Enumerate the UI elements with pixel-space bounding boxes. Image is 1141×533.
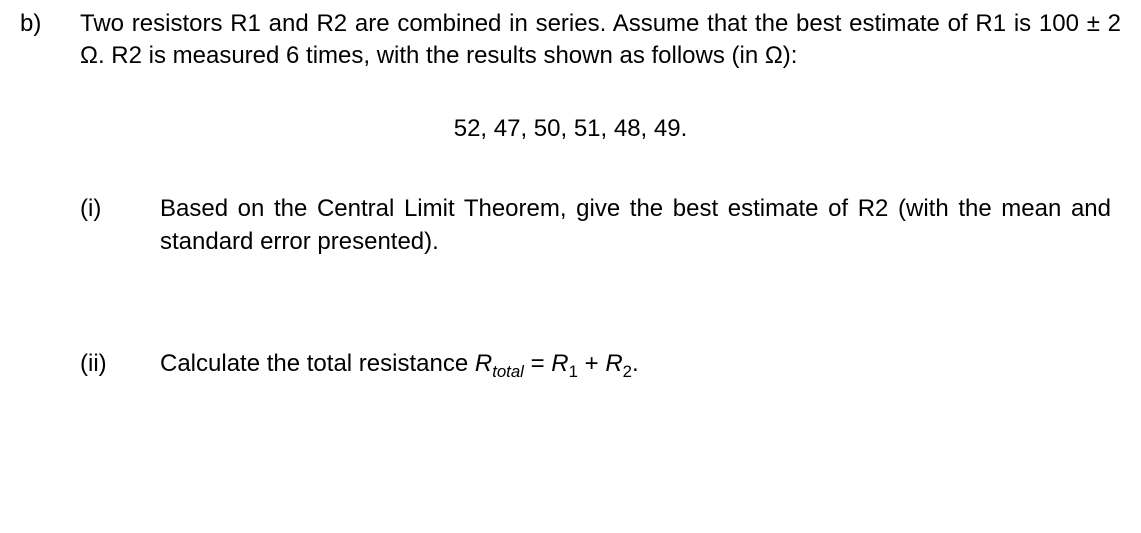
eq-end: . [632,350,639,377]
part-ii-label: (ii) [80,348,160,380]
part-i-text: Based on the Central Limit Theorem, give… [160,193,1121,258]
part-ii-prefix: Calculate the total resistance [160,350,475,377]
eq-lhs-base: R [475,350,492,377]
question-page: b) Two resistors R1 and R2 are combined … [0,0,1141,533]
part-ii-row: (ii) Calculate the total resistance Rtot… [20,348,1121,383]
eq-r2-sub: 2 [623,362,632,381]
part-i-label: (i) [80,193,160,225]
eq-mid: = [524,350,551,377]
question-b-row: b) Two resistors R1 and R2 are combined … [20,8,1121,73]
measurement-data: 52, 47, 50, 51, 48, 49. [20,113,1121,145]
eq-plus: + [578,350,605,377]
eq-r1-sub: 1 [569,362,578,381]
question-intro: Two resistors R1 and R2 are combined in … [80,8,1121,73]
eq-r1-base: R [551,350,568,377]
eq-lhs-sub: total [492,362,524,381]
question-label: b) [20,8,80,40]
part-ii-text: Calculate the total resistance Rtotal = … [160,348,1121,383]
eq-r2-base: R [605,350,622,377]
part-i-row: (i) Based on the Central Limit Theorem, … [20,193,1121,258]
